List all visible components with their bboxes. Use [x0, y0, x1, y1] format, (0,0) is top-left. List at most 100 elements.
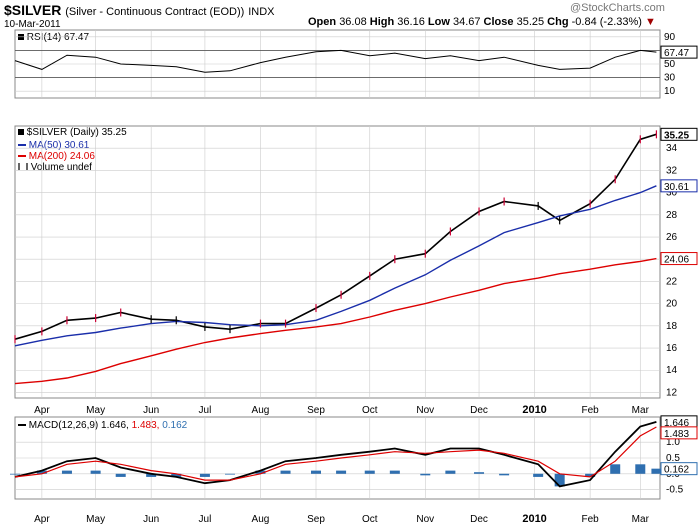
- hist-legend-text: 0.162: [162, 420, 188, 431]
- macd-histogram-bar: [651, 468, 662, 474]
- ma200-line: [14, 257, 657, 385]
- macd-histogram-bar: [115, 473, 126, 477]
- hist-last-value: 0.162: [664, 465, 689, 476]
- x-tick-label: 2010: [522, 404, 546, 416]
- low-label: Low: [427, 16, 450, 28]
- macd-tick-label: 0.5: [666, 453, 680, 464]
- price-tick-label: 16: [666, 343, 678, 354]
- macd-signal-line: [14, 426, 657, 481]
- signal-legend-text: 1.483,: [131, 420, 160, 431]
- x-tick-label: Jun: [143, 514, 159, 525]
- ma50-legend: MA(50) 30.61: [18, 140, 89, 151]
- ma200-legend: MA(200) 24.06: [18, 151, 95, 162]
- macd-histogram-bar: [499, 473, 510, 476]
- price-panel-frame: [14, 125, 661, 399]
- x-tick-label: 2010: [522, 513, 546, 525]
- rsi-tick-label: 10: [664, 86, 676, 97]
- ma50-legend-text: MA(50) 30.61: [28, 140, 90, 151]
- volume-legend-icon: [18, 163, 28, 170]
- x-tick-label: Dec: [470, 405, 488, 416]
- price-tick-label: 22: [666, 276, 678, 287]
- rsi-tick-label: 50: [664, 59, 676, 70]
- macd-last-value: 1.646: [664, 418, 689, 429]
- macd-histogram-bar: [280, 470, 291, 474]
- x-tick-label: Aug: [252, 514, 270, 525]
- x-tick-label: Sep: [307, 514, 325, 525]
- price-tick-label: 34: [666, 143, 678, 154]
- macd-histogram-bar: [61, 470, 72, 474]
- macd-histogram-bar: [36, 470, 47, 474]
- chart-title: $SILVER (Silver - Continuous Contract (E…: [4, 2, 274, 18]
- macd-histogram-bar: [146, 473, 157, 477]
- signal-last-value: 1.483: [664, 429, 689, 440]
- x-tick-label: Jul: [199, 405, 212, 416]
- macd-histogram-bar: [199, 473, 210, 477]
- macd-histogram-bar: [10, 473, 20, 475]
- x-tick-label: Mar: [632, 405, 650, 416]
- macd-histogram-bar: [635, 464, 646, 474]
- open-label: Open: [308, 16, 337, 28]
- price-last-value: 35.25: [664, 130, 689, 141]
- x-tick-label: Apr: [34, 405, 50, 416]
- signal-last-tag: [660, 426, 698, 440]
- x-tick-label: Feb: [582, 514, 600, 525]
- x-tick-label: Mar: [632, 514, 650, 525]
- macd-histogram-bar: [90, 470, 101, 474]
- x-tick-label: May: [86, 514, 105, 525]
- rsi-last-tag: [660, 45, 698, 59]
- macd-tick-label: -0.5: [666, 485, 684, 496]
- ma50-line: [14, 185, 657, 347]
- volume-legend: Volume undef: [18, 162, 92, 173]
- x-tick-label: Oct: [362, 405, 378, 416]
- ma50-legend-marker: [18, 144, 26, 147]
- exchange: INDX: [248, 6, 275, 18]
- close-label: Close: [483, 16, 514, 28]
- x-tick-label: Oct: [362, 514, 378, 525]
- rsi-legend-text: RSI(14) 67.47: [26, 32, 90, 43]
- x-tick-label: Nov: [416, 405, 434, 416]
- rsi-panel: 907050301067.47: [14, 32, 698, 97]
- macd-histogram-bar: [554, 473, 565, 487]
- x-tick-label: Aug: [252, 405, 270, 416]
- price-tick-label: 30: [666, 188, 678, 199]
- macd-histogram-bar: [311, 470, 321, 474]
- x-tick-label: Apr: [34, 514, 50, 525]
- low-value: 34.67: [452, 16, 481, 28]
- volume-legend-text: Volume undef: [30, 162, 92, 173]
- price-tick-label: 12: [666, 387, 678, 398]
- price-tick-label: 32: [666, 165, 678, 176]
- hist-last-tag: [660, 462, 698, 476]
- ma200-last-value: 24.06: [664, 255, 689, 266]
- symbol: $SILVER: [4, 2, 62, 18]
- macd-histogram-bar: [225, 473, 235, 475]
- price-tick-label: 14: [666, 365, 678, 376]
- x-tick-label: Nov: [416, 514, 434, 525]
- price-tick-label: 18: [666, 321, 678, 332]
- x-tick-label: Jul: [199, 514, 212, 525]
- rsi-tick-label: 30: [664, 73, 676, 84]
- macd-histogram-bar: [585, 473, 596, 477]
- ma200-legend-marker: [18, 155, 26, 158]
- chg-value: -0.84 (-2.33%): [571, 16, 642, 28]
- macd-histogram-bar: [445, 470, 456, 474]
- rsi-tick-label: 90: [664, 32, 676, 43]
- down-arrow-icon: ▼: [645, 16, 656, 28]
- price-tick-label: 28: [666, 210, 678, 221]
- macd-histogram-bar: [474, 472, 485, 474]
- rsi-line: [14, 49, 657, 73]
- open-value: 36.08: [339, 16, 367, 28]
- x-tick-label: Sep: [307, 405, 325, 416]
- grid-lines: [41, 30, 641, 499]
- macd-histogram-bar: [533, 473, 544, 477]
- macd-histogram-bar: [336, 470, 347, 474]
- quote-summary: Open 36.08 High 36.16 Low 34.67 Close 35…: [308, 16, 656, 28]
- ma50-last-tag: [660, 179, 698, 193]
- price-tick-label: 20: [666, 299, 678, 310]
- price-last-tag: [660, 127, 698, 141]
- macd-legend-text: MACD(12,26,9) 1.646,: [28, 420, 129, 431]
- chart-date: 10-Mar-2011: [4, 19, 61, 30]
- x-tick-label: Jun: [143, 405, 159, 416]
